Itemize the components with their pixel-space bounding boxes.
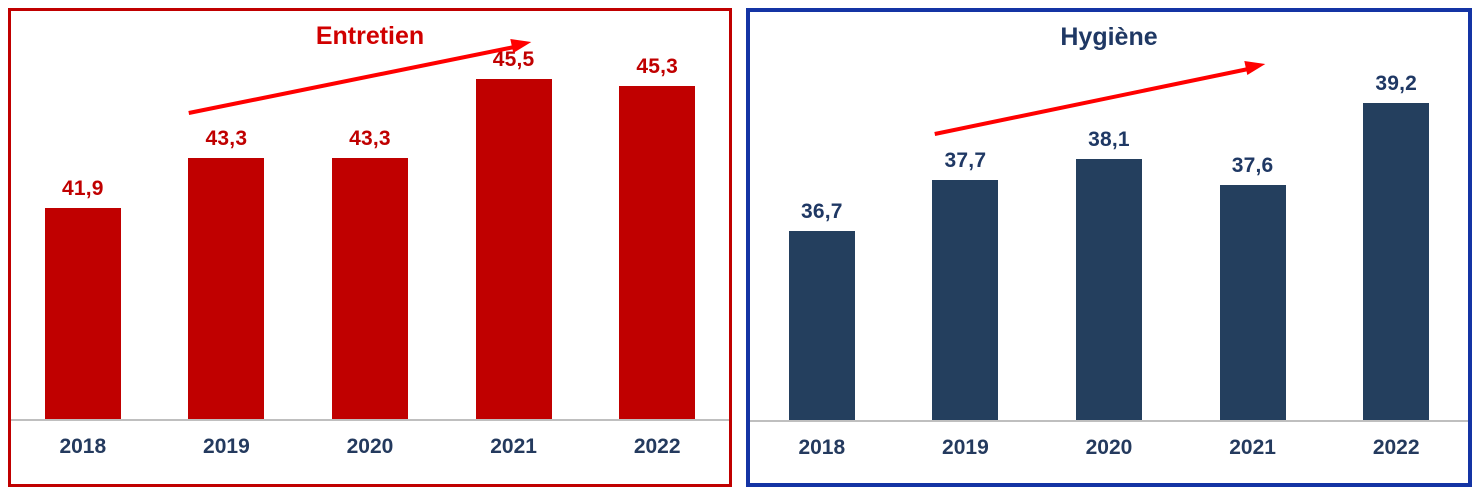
bar-column: 39,2 — [1324, 72, 1468, 420]
x-axis-label: 2018 — [798, 436, 846, 459]
bar-value-label: 43,3 — [349, 127, 391, 150]
chart-title: Entretien — [315, 21, 425, 50]
bar-column: 45,3 — [585, 55, 729, 419]
plot-area: 36,7 37,7 38,1 37,6 39,2 — [750, 62, 1468, 422]
bar — [788, 231, 855, 420]
bar-value-label: 38,1 — [1088, 128, 1130, 151]
x-axis-label: 2019 — [203, 435, 250, 458]
bar — [188, 158, 265, 419]
bar-value-label: 36,7 — [800, 200, 843, 223]
bar-column: 45,5 — [442, 48, 586, 419]
x-axis-label: 2022 — [633, 435, 681, 458]
chart-panel-hygiene: Hygiène 36,7 37,7 38,1 37,6 39,2 2018 2019 202… — [746, 8, 1472, 487]
bar-column: 38,1 — [1037, 128, 1181, 420]
chart-title: Hygiène — [1060, 22, 1158, 51]
x-axis: 2018 2019 2020 2021 2022 — [750, 422, 1468, 460]
bar-value-label: 37,6 — [1231, 154, 1274, 177]
bar-column: 43,3 — [298, 127, 442, 419]
bar — [1075, 159, 1142, 420]
bar-column: 41,9 — [11, 177, 155, 419]
bar — [619, 86, 696, 419]
bar-value-label: 41,9 — [61, 177, 104, 200]
x-axis-label: 2020 — [1085, 436, 1133, 459]
bar-column: 37,6 — [1181, 154, 1325, 420]
bar-column: 43,3 — [155, 127, 299, 419]
bar-value-label: 43,3 — [205, 127, 248, 150]
bar — [1219, 185, 1286, 420]
x-axis-label: 2019 — [942, 436, 989, 459]
x-axis-label: 2018 — [59, 435, 107, 458]
bar-column: 36,7 — [750, 200, 894, 420]
bar-column: 37,7 — [894, 149, 1038, 420]
bar — [331, 158, 408, 419]
x-axis-label: 2020 — [346, 435, 394, 458]
x-axis-label: 2021 — [490, 435, 537, 458]
bar — [932, 180, 999, 420]
bar — [475, 79, 552, 419]
plot-area: 41,9 43,3 43,3 45,5 45,3 — [11, 48, 729, 421]
bar — [44, 208, 121, 419]
bar — [1363, 103, 1430, 420]
bar-value-label: 39,2 — [1375, 72, 1418, 95]
x-axis-label: 2021 — [1229, 436, 1276, 459]
x-axis-label: 2022 — [1372, 436, 1420, 459]
bar-value-label: 37,7 — [944, 149, 987, 172]
chart-panel-entretien: Entretien 41,9 43,3 43,3 45,5 45,3 2018 2019 2… — [8, 8, 732, 487]
x-axis: 2018 2019 2020 2021 2022 — [11, 421, 729, 459]
bar-value-label: 45,3 — [636, 55, 679, 78]
